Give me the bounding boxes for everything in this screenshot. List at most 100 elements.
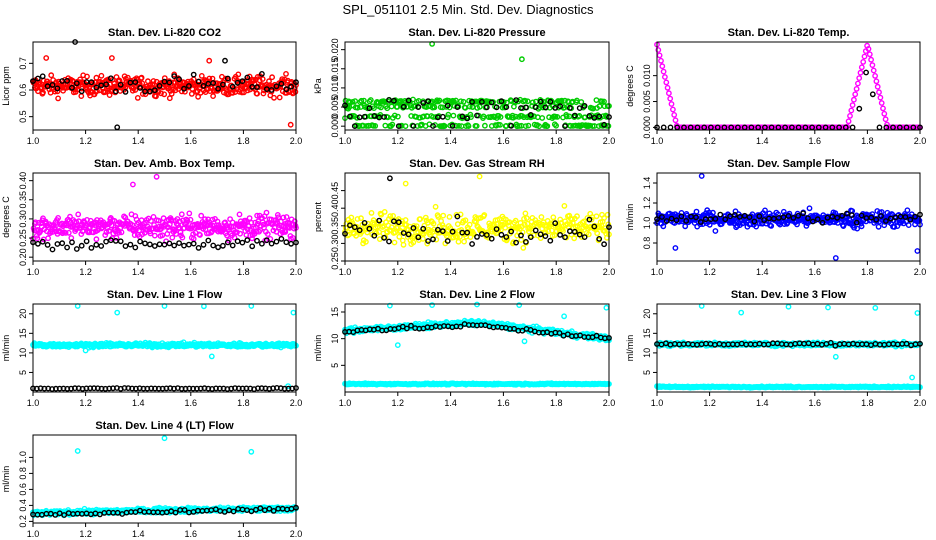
data-point — [512, 113, 519, 120]
data-point — [352, 98, 358, 105]
data-point — [117, 81, 124, 88]
data-point — [234, 238, 241, 245]
x-tick-label: 1.8 — [550, 136, 563, 146]
data-point — [205, 237, 212, 244]
y-axis-label: ml/min — [1, 335, 11, 362]
data-point — [200, 241, 207, 248]
plot-frame — [32, 172, 297, 262]
x-tick-label: 1.2 — [79, 398, 92, 408]
data-point — [513, 97, 519, 104]
y-tick-label: 10 — [330, 334, 340, 344]
data-point — [190, 76, 197, 83]
data-point — [178, 211, 185, 218]
data-point — [273, 83, 280, 90]
y-axis-label: degrees C — [1, 196, 11, 238]
x-tick-label: 2.0 — [290, 398, 303, 408]
data-point — [210, 93, 217, 100]
data-point — [382, 122, 389, 129]
x-tick-label: 1.0 — [27, 398, 40, 408]
data-point — [229, 83, 236, 90]
data-point — [54, 241, 61, 247]
data-point — [430, 220, 437, 227]
data-point — [553, 122, 559, 129]
data-points — [342, 41, 612, 130]
x-tick-label: 1.0 — [651, 136, 664, 146]
data-point — [280, 214, 287, 221]
data-point — [354, 216, 361, 222]
data-point — [710, 209, 716, 216]
data-point — [464, 115, 471, 122]
x-tick-label: 1.0 — [27, 136, 40, 146]
data-point — [195, 244, 202, 251]
data-point — [185, 83, 192, 89]
data-point — [656, 52, 663, 59]
data-point — [425, 98, 431, 105]
y-axis-label: ml/min — [1, 466, 11, 493]
data-point — [483, 104, 490, 111]
data-point — [521, 215, 527, 222]
data-point — [431, 104, 438, 111]
data-point — [161, 75, 168, 82]
data-point — [249, 243, 256, 250]
data-point — [195, 93, 202, 100]
data-point — [60, 87, 66, 94]
data-point — [542, 233, 549, 240]
data-point — [434, 226, 441, 233]
data-point — [552, 105, 559, 111]
data-point — [176, 218, 183, 225]
data-point — [394, 113, 401, 120]
data-point — [394, 342, 401, 348]
data-point — [185, 241, 192, 248]
data-point — [832, 255, 839, 261]
data-point — [346, 113, 353, 120]
data-point — [254, 237, 260, 244]
y-tick-label: 0.5 — [18, 110, 28, 123]
data-points — [654, 303, 923, 391]
data-point — [372, 123, 379, 129]
data-point — [222, 219, 229, 226]
data-point — [166, 240, 173, 247]
data-point — [454, 221, 461, 228]
data-point — [667, 124, 674, 131]
data-point — [254, 90, 261, 97]
data-point — [34, 235, 41, 242]
data-point — [290, 309, 297, 316]
data-point — [260, 90, 267, 97]
data-point — [346, 222, 353, 229]
data-point — [394, 104, 401, 110]
x-tick-label: 1.8 — [861, 398, 874, 408]
data-point — [186, 210, 193, 217]
data-point — [523, 104, 529, 111]
data-point — [660, 68, 667, 75]
data-point — [436, 97, 443, 104]
y-tick-label: 0.40 — [18, 172, 28, 190]
data-point — [449, 123, 456, 129]
data-point — [547, 98, 554, 105]
x-tick-label: 1.4 — [444, 398, 457, 408]
data-point — [868, 56, 874, 63]
data-point — [576, 105, 583, 112]
data-point — [450, 112, 457, 119]
y-tick-label: 0.25 — [330, 252, 340, 270]
panel-ambbox: Stan. Dev. Amb. Box Temp.degrees C1.0 1.2… — [1, 158, 302, 277]
data-point — [161, 91, 168, 98]
data-point — [181, 88, 188, 95]
data-point — [395, 123, 402, 130]
x-tick-label: 1.0 — [339, 267, 352, 277]
data-points — [654, 173, 923, 261]
data-point — [558, 97, 565, 104]
data-point — [464, 229, 471, 236]
plot-frame — [656, 303, 921, 393]
data-point — [470, 231, 477, 238]
data-point — [832, 353, 839, 360]
data-point — [527, 112, 534, 118]
data-point — [488, 99, 495, 106]
data-point — [198, 212, 205, 219]
data-point — [876, 124, 883, 131]
data-point — [151, 243, 158, 249]
data-point — [44, 241, 51, 248]
data-point — [153, 93, 159, 100]
